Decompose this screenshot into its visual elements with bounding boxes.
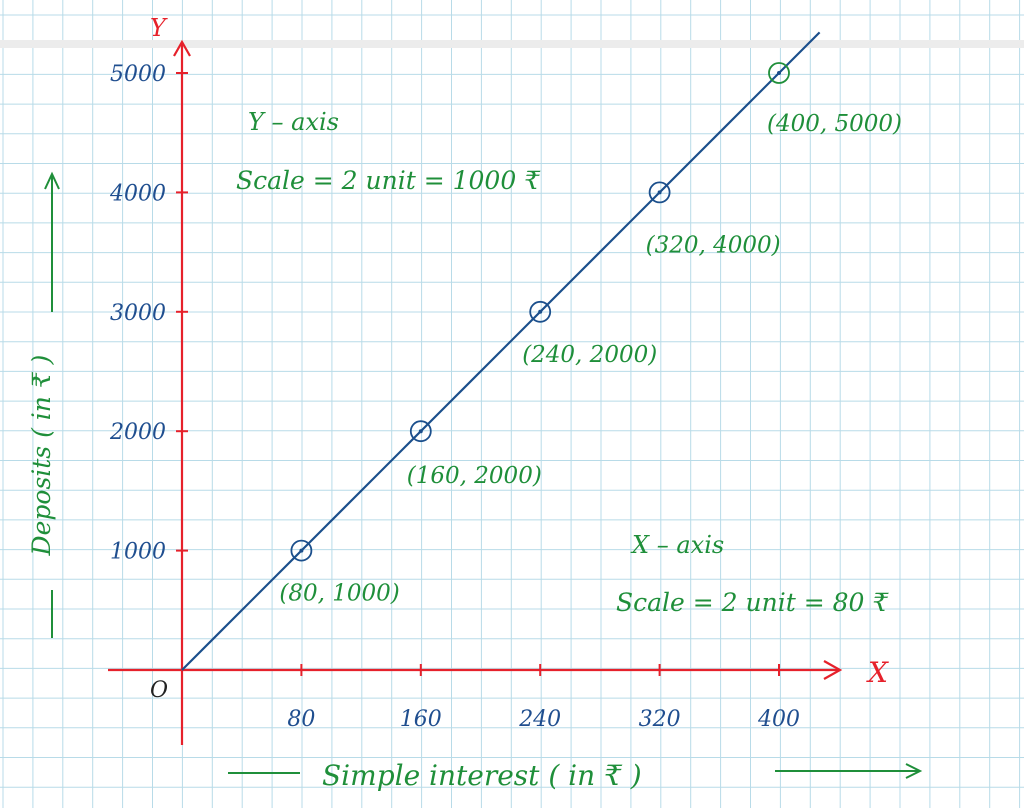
y-axis-title: Deposits ( in ₹ ) bbox=[27, 355, 56, 557]
x-axis-letter: X bbox=[866, 656, 889, 689]
data-point bbox=[409, 420, 432, 443]
origin-label: O bbox=[150, 678, 168, 703]
x-tick-label: 400 bbox=[757, 707, 800, 732]
x-tick-label: 240 bbox=[518, 707, 561, 732]
axis-ticks bbox=[176, 72, 780, 676]
data-point bbox=[648, 181, 671, 204]
x-tick-label: 320 bbox=[639, 707, 681, 732]
point-label: (400, 5000) bbox=[767, 111, 902, 137]
y-axis-heading: Y – axis bbox=[248, 108, 339, 136]
x-tick-label: 160 bbox=[400, 707, 442, 732]
x-axis bbox=[108, 660, 843, 680]
y-axis bbox=[173, 39, 191, 745]
data-point-dot bbox=[777, 71, 781, 75]
data-point bbox=[529, 300, 552, 323]
data-point bbox=[768, 62, 790, 84]
y-tick-label: 1000 bbox=[110, 540, 166, 565]
y-tick-label: 5000 bbox=[110, 62, 166, 87]
y-tick-label: 4000 bbox=[109, 181, 166, 206]
y-title-arrow-icon bbox=[44, 171, 60, 312]
data-point bbox=[290, 539, 313, 562]
top-bar bbox=[0, 40, 1024, 48]
y-scale-note: Scale = 2 unit = 1000 ₹ bbox=[236, 166, 541, 195]
x-tick-label: 80 bbox=[287, 707, 315, 732]
x-tick-labels: 80 160 240 320 400 bbox=[287, 707, 800, 732]
point-label: (320, 4000) bbox=[646, 232, 781, 258]
x-scale-note: Scale = 2 unit = 80 ₹ bbox=[616, 588, 889, 617]
data-point-dot bbox=[538, 309, 543, 314]
point-label: (80, 1000) bbox=[279, 581, 399, 607]
data-point-dot bbox=[418, 429, 423, 434]
x-title-arrow-icon bbox=[775, 763, 923, 779]
data-points bbox=[290, 62, 790, 562]
point-labels: (80, 1000) (160, 2000) (240, 2000) (320, 40… bbox=[279, 111, 902, 607]
y-axis-letter: Y bbox=[150, 14, 168, 42]
data-point-dot bbox=[657, 190, 662, 195]
data-point-dot bbox=[299, 548, 304, 553]
y-tick-labels: 1000 2000 3000 4000 5000 bbox=[109, 62, 166, 565]
point-label: (240, 2000) bbox=[522, 342, 657, 368]
point-label: (160, 2000) bbox=[407, 463, 542, 489]
x-axis-title: Simple interest ( in ₹ ) bbox=[322, 759, 642, 792]
y-tick-label: 2000 bbox=[109, 420, 166, 445]
series-line bbox=[181, 31, 821, 671]
y-tick-label: 3000 bbox=[110, 301, 166, 326]
x-axis-heading: X – axis bbox=[630, 531, 724, 559]
